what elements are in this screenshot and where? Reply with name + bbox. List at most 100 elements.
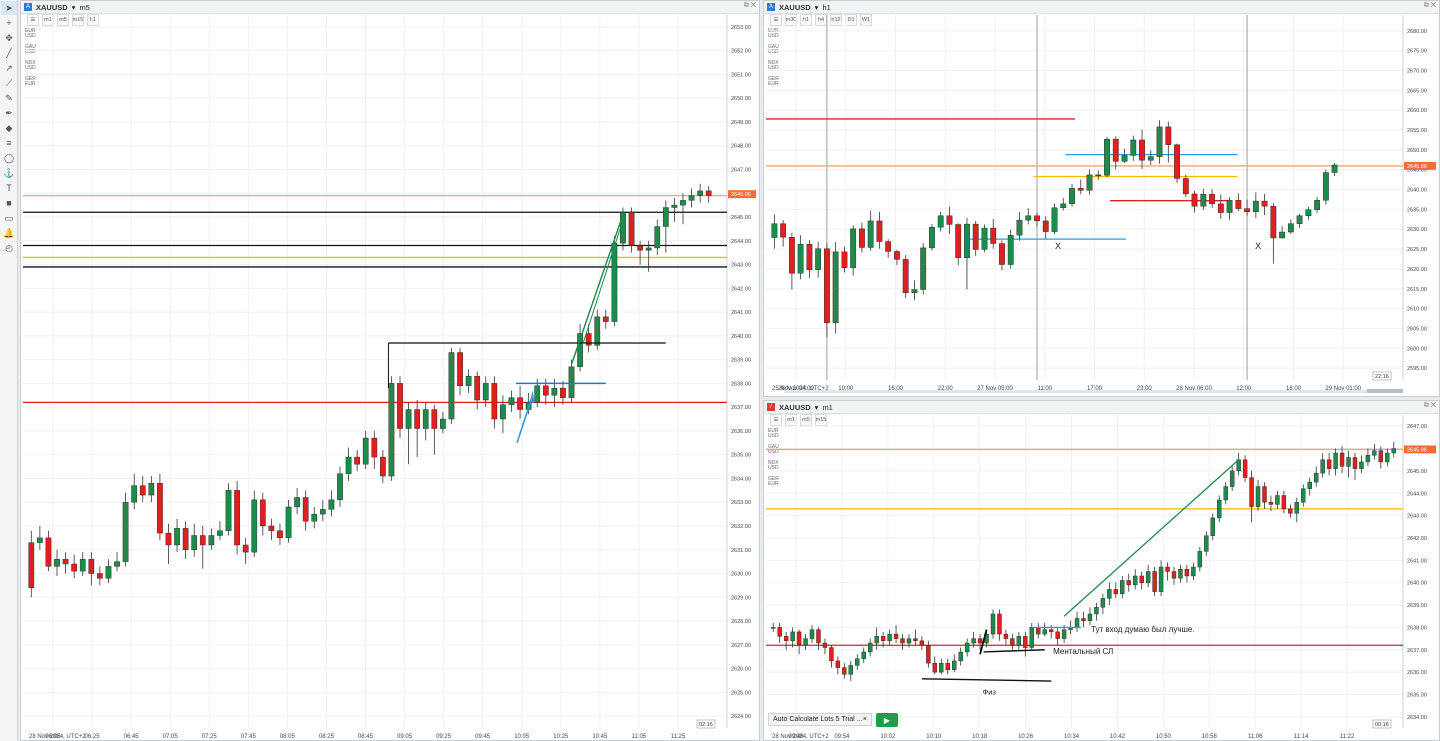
candle-body: [1120, 580, 1125, 595]
candle: [620, 207, 626, 251]
price-tag-box: [1404, 161, 1436, 170]
timeframe-label[interactable]: m5: [79, 2, 90, 12]
candle-body: [990, 613, 996, 635]
pair-shortcut[interactable]: EUR USD: [25, 28, 36, 39]
menu-icon[interactable]: ☰: [770, 414, 782, 426]
bell-icon[interactable]: 🔔: [3, 227, 15, 238]
candle-body: [1217, 499, 1222, 519]
window-buttons[interactable]: ⧉ ✕: [1423, 402, 1436, 409]
candle-body: [448, 352, 455, 420]
dropdown-chevron-icon[interactable]: ▾: [814, 402, 819, 412]
candle-body: [337, 473, 343, 501]
ray-icon[interactable]: ↗: [5, 62, 13, 73]
timeframe-button-m1[interactable]: m1: [42, 14, 54, 26]
candle: [1294, 497, 1300, 523]
chart-panel-m5[interactable]: A XAUUSD ▾ m5 ⧉ ✕ ☰ m1 m5 m15 h1 EUR USD GAU …: [20, 0, 760, 741]
candle-body: [906, 638, 912, 644]
candle: [1055, 627, 1060, 646]
symbol-name[interactable]: XAUUSD: [36, 2, 68, 12]
candle-body: [955, 224, 962, 259]
dropdown-chevron-icon[interactable]: ▾: [71, 2, 76, 12]
candle-body: [885, 241, 892, 252]
candle: [1305, 206, 1312, 220]
candle: [294, 487, 300, 515]
timeframe-button-h12[interactable]: h12: [830, 14, 842, 26]
dropdown-chevron-icon[interactable]: ▾: [814, 2, 819, 12]
timeframe-button-m15[interactable]: m15: [72, 14, 84, 26]
timeframe-button-h1[interactable]: h1: [87, 14, 99, 26]
y-tick-label: 2600.00: [1407, 346, 1427, 352]
marker-icon[interactable]: ◆: [5, 122, 13, 133]
trend-icon[interactable]: ⟋: [5, 77, 13, 88]
candle-body: [139, 485, 146, 496]
candle: [234, 480, 240, 555]
candle: [628, 207, 635, 253]
brush-icon[interactable]: ✎: [5, 92, 13, 103]
candle-body: [671, 204, 678, 208]
candle: [874, 627, 879, 650]
timeframe-button-m5[interactable]: m5: [57, 14, 69, 26]
crosshair-icon[interactable]: +: [6, 18, 12, 28]
y-tick-label: 2643.00: [1407, 514, 1427, 520]
candle-body: [1010, 638, 1015, 646]
menu-icon[interactable]: ☰: [27, 14, 39, 26]
play-button[interactable]: ▶: [876, 713, 898, 727]
cursor-icon[interactable]: ➤: [1, 1, 17, 15]
candle-body: [1385, 452, 1390, 463]
timeframe-label[interactable]: m1: [822, 402, 833, 412]
candle-body: [926, 645, 931, 664]
text-icon[interactable]: T: [6, 183, 12, 193]
candle-body: [1372, 450, 1377, 456]
pair-shortcut[interactable]: NDX USD: [768, 60, 779, 71]
fibo-icon[interactable]: ≡: [6, 138, 12, 148]
candle-body: [1275, 495, 1280, 505]
pen-icon[interactable]: ✒: [5, 107, 13, 118]
script-tab[interactable]: Auto Calculate Lots 5 Trial ... ×: [768, 713, 872, 726]
candle-body: [1270, 206, 1277, 239]
timeframe-label[interactable]: h1: [822, 2, 831, 12]
chart-panel-h1[interactable]: A XAUUSD ▾ h1 ⧉ ✕ ☰ m30 h1 h4 h12 D1 W1 EUR US…: [763, 0, 1440, 397]
symbol-name[interactable]: XAUUSD: [779, 402, 811, 412]
candle: [508, 390, 515, 412]
candle-body: [1182, 178, 1189, 195]
pair-shortcut[interactable]: GAU USD: [768, 444, 779, 455]
pair-shortcut[interactable]: NDX USD: [768, 460, 779, 471]
candle: [1165, 562, 1170, 581]
pair-shortcut[interactable]: GER EUR: [768, 76, 779, 87]
pair-shortcut[interactable]: EUR USD: [768, 428, 779, 439]
candle: [929, 224, 935, 251]
trend-line: [579, 216, 625, 353]
pair-shortcut[interactable]: GAU USD: [25, 44, 36, 55]
candle-body: [182, 528, 189, 550]
price-tag-label: 2645.96: [731, 192, 751, 198]
timeframe-button-h1[interactable]: h1: [800, 14, 812, 26]
timeframe-button-m15[interactable]: m15: [815, 414, 827, 426]
window-buttons[interactable]: ⧉ ✕: [1423, 2, 1436, 9]
fill-icon[interactable]: ■: [6, 198, 12, 208]
menu-icon[interactable]: ☰: [770, 14, 782, 26]
pair-shortcut[interactable]: GER EUR: [25, 76, 36, 87]
symbol-name[interactable]: XAUUSD: [779, 2, 811, 12]
pair-shortcut[interactable]: NDX USD: [25, 60, 36, 71]
candle: [1121, 148, 1128, 163]
move-icon[interactable]: ✥: [5, 32, 13, 43]
close-icon[interactable]: ×: [862, 716, 867, 723]
window-buttons[interactable]: ⧉ ✕: [743, 2, 756, 9]
candle: [465, 369, 472, 393]
line-icon[interactable]: ╱: [6, 47, 12, 58]
ruler-icon[interactable]: ▭: [4, 212, 14, 223]
candle: [1229, 466, 1235, 492]
pair-shortcut[interactable]: GER EUR: [768, 476, 779, 487]
candle-body: [855, 658, 860, 666]
candle-body: [45, 537, 52, 567]
pair-shortcut[interactable]: GAU USD: [768, 44, 779, 55]
timeframe-button-W1[interactable]: W1: [860, 14, 872, 26]
candle: [1178, 564, 1183, 583]
clock-icon[interactable]: ◴: [5, 242, 13, 253]
date-label: 28 Nov 2024, UTC+2: [772, 734, 829, 740]
chart-panel-m1[interactable]: / XAUUSD ▾ m1 ⧉ ✕ ☰ m1 m5 m15 EUR USD GAU US…: [763, 400, 1440, 741]
ellipse-icon[interactable]: ◯: [3, 152, 15, 163]
candle: [1152, 567, 1157, 597]
timeframe-button-m5[interactable]: m5: [800, 414, 812, 426]
anchor-icon[interactable]: ⚓: [3, 167, 15, 178]
